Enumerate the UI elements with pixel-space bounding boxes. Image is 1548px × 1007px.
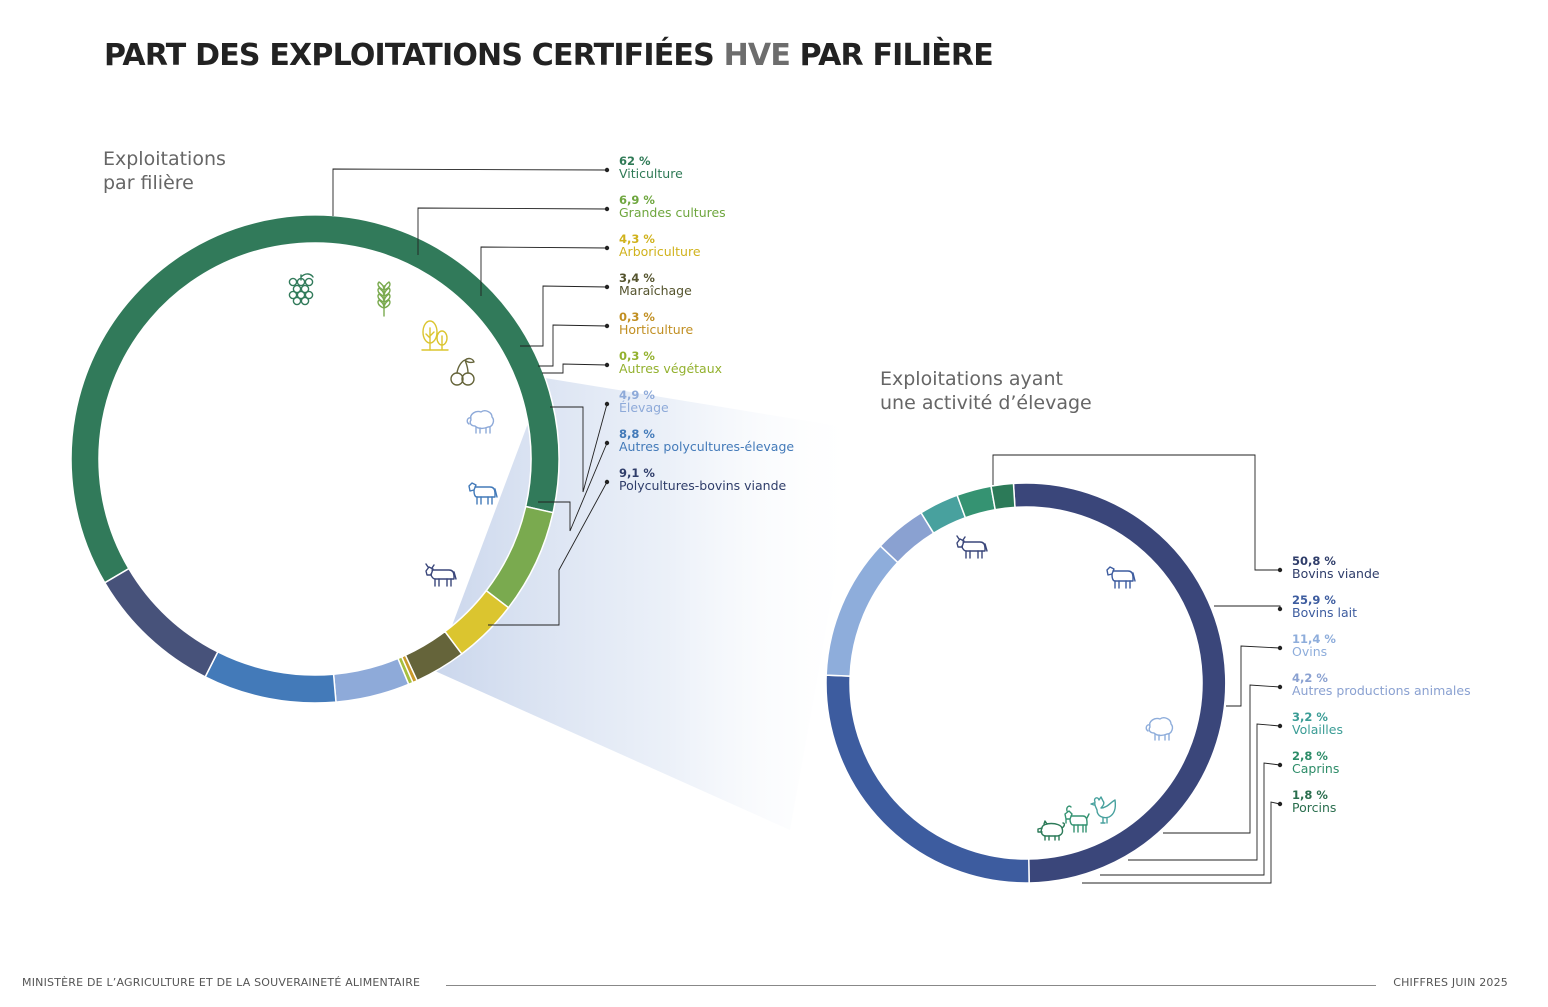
wheat-icon xyxy=(377,281,391,317)
chart-2-value-label-autres-productions-animales: 4,2 % xyxy=(1292,671,1328,685)
chart-1-leader-arboriculture xyxy=(480,246,608,296)
chart-2-leader-autres-productions-animales xyxy=(1163,684,1281,834)
chart-1-leader-dot-horticulture xyxy=(604,323,610,329)
chart-2-category-label-porcins: Porcins xyxy=(1292,800,1336,815)
chart-2-subtitle-line-2: une activité d’élevage xyxy=(880,392,1092,414)
chart-2-leader-dot-volailles xyxy=(1277,723,1283,729)
chart-1-leader-dot-polycultures-bovins-viande xyxy=(604,479,610,485)
sheep-icon xyxy=(1145,717,1174,741)
chart-1-subtitle-line-2: par filière xyxy=(103,172,194,194)
rooster-icon xyxy=(1090,796,1117,824)
chart-1-leader-dot-elevage xyxy=(604,401,610,407)
chart-1-category-label-horticulture: Horticulture xyxy=(619,322,694,337)
goat-icon xyxy=(1064,805,1090,833)
chart-2-category-label-bovins-lait: Bovins lait xyxy=(1292,605,1357,620)
footer-date: CHIFFRES JUIN 2025 xyxy=(1393,976,1508,989)
chart-1-slice-viticulture xyxy=(70,214,560,584)
chart-1-leader-elevage xyxy=(550,403,608,493)
grapes-icon xyxy=(288,273,314,306)
chart-1-leader-dot-viticulture xyxy=(604,167,610,173)
chart-1-leader-horticulture xyxy=(538,324,608,367)
chart-1-value-label-autres-vegetaux: 0,3 % xyxy=(619,349,655,363)
chart-2-leader-bovins-lait xyxy=(1214,605,1281,609)
chart-2-value-label-ovins: 11,4 % xyxy=(1292,632,1336,646)
chart-1-category-label-grandes-cultures: Grandes cultures xyxy=(619,205,726,220)
chart-1-value-label-viticulture: 62 % xyxy=(619,154,651,168)
chart-1-leader-viticulture xyxy=(332,168,608,216)
chart-1-subtitle: Exploitations par filière xyxy=(103,147,226,195)
chart-1-leader-autres-polycultures-elevage xyxy=(538,442,608,532)
chart-2-value-label-caprins: 2,8 % xyxy=(1292,749,1328,763)
chart-2-leader-dot-caprins xyxy=(1277,762,1283,768)
chart-2-category-label-autres-productions-animales: Autres productions animales xyxy=(1292,683,1471,698)
chart-2-leader-dot-porcins xyxy=(1277,801,1283,807)
cow-icon xyxy=(1106,566,1136,589)
chart-1-category-label-maraichage: Maraîchage xyxy=(619,283,692,298)
chart-1-category-label-autres-vegetaux: Autres végétaux xyxy=(619,361,722,376)
footer-divider xyxy=(446,985,1376,986)
chart-1-leader-dot-autres-polycultures-elevage xyxy=(604,440,610,446)
chart-2-leader-porcins xyxy=(1082,801,1281,884)
chart-2-value-label-bovins-viande: 50,8 % xyxy=(1292,554,1336,568)
chart-2-leader-dot-ovins xyxy=(1277,645,1283,651)
chart-2-leader-ovins xyxy=(1226,645,1281,707)
chart-2-leader-dot-bovins-viande xyxy=(1277,567,1283,573)
chart-1-slice-elevage xyxy=(332,657,410,703)
chart-2-category-label-volailles: Volailles xyxy=(1292,722,1343,737)
chart-1-leader-maraichage xyxy=(520,285,608,347)
chart-2-leader-bovins-viande xyxy=(992,454,1280,571)
chart-2-slice-bovins-viande xyxy=(1012,482,1227,884)
chart-title: PART DES EXPLOITATIONS CERTIFIÉES HVE PA… xyxy=(104,38,994,73)
chart-1-category-label-elevage: Élevage xyxy=(619,400,669,415)
chart-2-value-label-volailles: 3,2 % xyxy=(1292,710,1328,724)
title-part-2: PAR FILIÈRE xyxy=(799,38,994,73)
cherries-icon xyxy=(450,357,475,386)
chart-1-value-label-arboriculture: 4,3 % xyxy=(619,232,655,246)
title-part-1: PART DES EXPLOITATIONS CERTIFIÉES xyxy=(104,38,715,73)
sheep-icon xyxy=(466,410,495,434)
chart-1-value-label-maraichage: 3,4 % xyxy=(619,271,655,285)
chart-1-category-label-arboriculture: Arboriculture xyxy=(619,244,701,259)
footer-ministry: MINISTÈRE DE L’AGRICULTURE ET DE LA SOUV… xyxy=(22,976,421,989)
chart-1-leader-dot-grandes-cultures xyxy=(604,206,610,212)
chart-1-subtitle-line-1: Exploitations xyxy=(103,148,226,170)
chart-2-leader-dot-autres-productions-animales xyxy=(1277,684,1283,690)
bull-icon xyxy=(956,535,988,559)
chart-2-value-label-bovins-lait: 25,9 % xyxy=(1292,593,1336,607)
chart-2-category-label-ovins: Ovins xyxy=(1292,644,1327,659)
chart-1-value-label-polycultures-bovins-viande: 9,1 % xyxy=(619,466,655,480)
chart-2-category-label-bovins-viande: Bovins viande xyxy=(1292,566,1380,581)
chart-2-category-label-caprins: Caprins xyxy=(1292,761,1339,776)
chart-2-slice-bovins-lait xyxy=(825,674,1030,884)
title-highlight: HVE xyxy=(723,38,791,73)
chart-2-subtitle: Exploitations ayant une activité d’éleva… xyxy=(880,367,1092,415)
chart-2-leader-volailles xyxy=(1128,723,1281,861)
bull-icon xyxy=(425,563,457,587)
chart-1-slice-autres-polycultures-elevage xyxy=(204,650,337,704)
chart-1-value-label-grandes-cultures: 6,9 % xyxy=(619,193,655,207)
chart-2-slice-porcins xyxy=(990,482,1016,511)
chart-1-value-label-elevage: 4,9 % xyxy=(619,388,655,402)
chart-2-subtitle-line-1: Exploitations ayant xyxy=(880,368,1063,390)
trees-icon xyxy=(421,320,449,351)
chart-1-leader-dot-maraichage xyxy=(604,284,610,290)
chart-1-value-label-horticulture: 0,3 % xyxy=(619,310,655,324)
chart-1-leader-dot-autres-vegetaux xyxy=(604,362,610,368)
chart-1-leader-dot-arboriculture xyxy=(604,245,610,251)
chart-1-value-label-autres-polycultures-elevage: 8,8 % xyxy=(619,427,655,441)
chart-1-leader-grandes-cultures xyxy=(417,207,608,255)
chart-1-slice-polycultures-bovins-viande xyxy=(103,567,219,678)
chart-2-value-label-porcins: 1,8 % xyxy=(1292,788,1328,802)
chart-2-leader-caprins xyxy=(1100,762,1281,876)
cow-icon xyxy=(468,482,498,505)
chart-1-leader-autres-vegetaux xyxy=(542,363,608,374)
chart-2-leader-dot-bovins-lait xyxy=(1277,606,1283,612)
pig-icon xyxy=(1037,820,1066,841)
chart-1-category-label-viticulture: Viticulture xyxy=(619,166,683,181)
chart-1-leader-polycultures-bovins-viande xyxy=(488,481,608,626)
chart-1-category-label-autres-polycultures-elevage: Autres polycultures-élevage xyxy=(619,439,794,454)
chart-1-category-label-polycultures-bovins-viande: Polycultures-bovins viande xyxy=(619,478,787,493)
